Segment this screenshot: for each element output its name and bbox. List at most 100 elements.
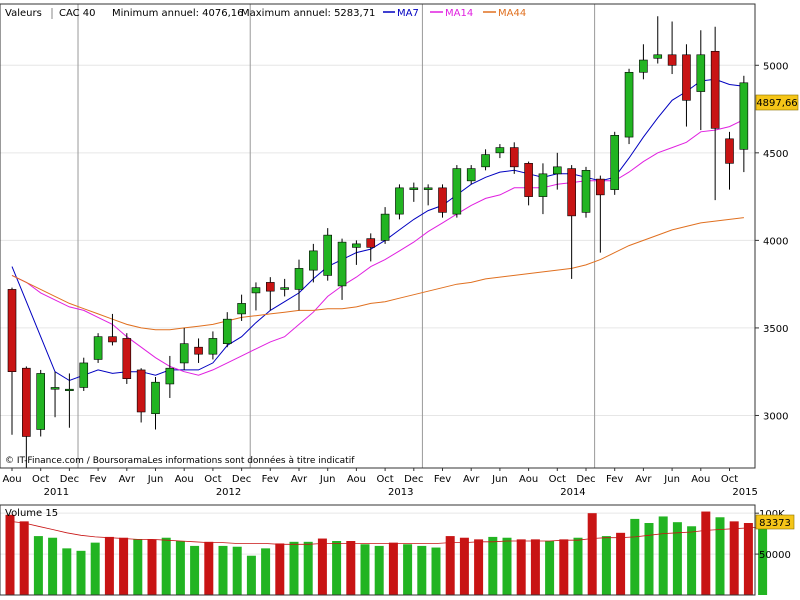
- candle-body: [725, 138, 734, 164]
- candle: [682, 44, 691, 127]
- volume-bar: [701, 511, 711, 595]
- year-label: 2014: [560, 487, 585, 498]
- month-label: Oct: [204, 474, 221, 485]
- volume-bar: [758, 522, 768, 595]
- candle: [93, 333, 103, 363]
- volume-bar: [417, 545, 427, 595]
- candle: [122, 333, 132, 384]
- moving-averages: [11, 78, 745, 382]
- candle: [624, 68, 634, 145]
- candle-body: [567, 168, 576, 217]
- candle: [165, 355, 175, 398]
- volume-bar: [175, 541, 185, 595]
- y-tick-label: 3500: [763, 324, 788, 335]
- ma14-line: [11, 119, 745, 376]
- volume-bar: [275, 543, 285, 595]
- candle: [65, 373, 74, 428]
- candle: [309, 243, 318, 283]
- volume-bar: [545, 541, 555, 595]
- month-label: Dec: [404, 474, 423, 485]
- candle: [251, 282, 261, 311]
- candle: [179, 327, 189, 370]
- candle: [438, 184, 447, 218]
- time-x-axis: Aou Oct Dec Fev Avr Jun Aou Oct Dec Fev Avr Jun Aou O…: [2, 468, 758, 498]
- candle-body: [251, 287, 261, 294]
- candle: [610, 131, 620, 195]
- last-price-tag: 4897,66: [755, 94, 799, 111]
- price-y-axis: 3000 3500 4000 4500 5000: [755, 61, 788, 422]
- volume-bar: [62, 548, 72, 595]
- candle: [423, 184, 433, 206]
- month-label: Aou: [519, 474, 538, 485]
- volume-ma-line: [9, 521, 763, 545]
- candle: [739, 75, 749, 173]
- volume-bar: [246, 555, 256, 595]
- ma7-line: [11, 78, 744, 382]
- candle-body: [122, 338, 132, 380]
- volume-bar: [48, 537, 58, 595]
- month-label: Jun: [319, 474, 336, 485]
- volume-bar: [119, 537, 129, 595]
- volume-moving-average: [9, 521, 763, 545]
- candle: [323, 228, 333, 281]
- candle: [194, 338, 203, 363]
- volume-bar: [161, 537, 171, 595]
- volume-bar: [672, 522, 682, 595]
- candle: [538, 163, 548, 215]
- volume-y-axis: 50000 100K: [755, 509, 791, 561]
- candle-body: [194, 346, 203, 355]
- month-label: Jun: [147, 474, 164, 485]
- candle: [409, 182, 419, 202]
- candle-body: [538, 173, 548, 197]
- candle-body: [624, 71, 634, 138]
- month-label: Dec: [60, 474, 79, 485]
- candle-body: [581, 170, 591, 213]
- price-gridlines: [0, 64, 755, 416]
- volume-y-tick-label: 50000: [759, 550, 791, 561]
- candle-body: [22, 367, 31, 437]
- candle-body: [280, 287, 289, 290]
- candle: [452, 165, 462, 218]
- candle-body: [165, 367, 175, 385]
- candle-body: [93, 336, 103, 360]
- volume-bar: [715, 517, 725, 595]
- volume-bar: [5, 514, 15, 595]
- candle: [222, 312, 232, 348]
- volume-bar: [261, 548, 271, 595]
- candle-body: [739, 82, 749, 150]
- volume-bar: [289, 541, 299, 595]
- candle: [337, 238, 347, 300]
- month-label: Aou: [2, 474, 21, 485]
- header-symbol: CAC 40: [59, 8, 96, 19]
- candle-body: [395, 187, 404, 215]
- header-label-valeurs: Valeurs: [5, 8, 42, 19]
- month-label: Jun: [491, 474, 508, 485]
- candle-body: [596, 178, 605, 196]
- year-separators: [77, 4, 596, 468]
- candle: [208, 331, 218, 360]
- y-tick-label: 4000: [763, 236, 788, 247]
- ma44-line: [11, 217, 744, 331]
- volume-bar: [601, 536, 611, 595]
- volume-bar: [147, 539, 157, 595]
- candle-body: [466, 168, 476, 182]
- volume-bar: [687, 526, 697, 595]
- candle-body: [337, 241, 347, 287]
- volume-bar: [90, 542, 100, 595]
- candle-body: [237, 303, 246, 315]
- month-label: Oct: [721, 474, 738, 485]
- chart-credit: © IT-Finance.com / BoursoramaLes informa…: [5, 455, 355, 466]
- candle: [79, 357, 89, 391]
- candle: [495, 144, 505, 159]
- candle-body: [380, 213, 390, 241]
- candle: [639, 44, 648, 80]
- month-label: Oct: [32, 474, 49, 485]
- candle-body: [179, 343, 189, 364]
- candle-body: [481, 154, 490, 168]
- candle-body: [682, 54, 691, 101]
- candle: [136, 368, 146, 423]
- candle: [509, 142, 519, 174]
- volume-bar: [644, 523, 654, 595]
- candle: [710, 26, 720, 201]
